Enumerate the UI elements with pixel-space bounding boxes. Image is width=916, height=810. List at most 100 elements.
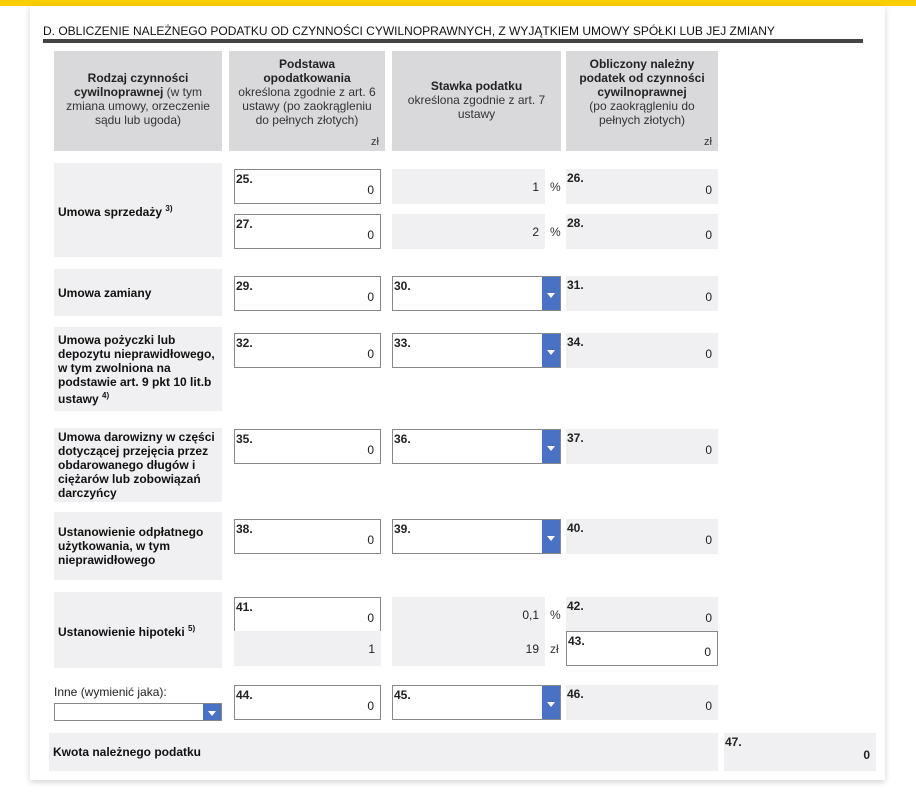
field-40: 40. 0	[566, 519, 718, 554]
field-value: 1	[532, 179, 539, 194]
field-value[interactable]: 0	[367, 698, 374, 713]
unit-text: zł	[550, 642, 559, 656]
unit-text: %	[550, 225, 561, 239]
chevron-down-icon[interactable]	[542, 686, 560, 719]
field-value: 0	[705, 532, 712, 547]
field-38[interactable]: 38. 0	[234, 519, 381, 554]
rate-select-39[interactable]: 39.	[392, 519, 561, 554]
field-value: 0,1	[522, 607, 539, 622]
header-text: określona zgodnie z art. 6 ustawy (po za…	[238, 85, 376, 127]
rate-hipoteka-fixed: 19	[392, 631, 545, 666]
field-value[interactable]: 0	[367, 289, 374, 304]
field-31: 31. 0	[566, 276, 718, 311]
field-value: 0	[705, 610, 712, 625]
other-type-select[interactable]	[54, 703, 222, 721]
header-bold: Podstawa opodatkowania	[263, 57, 351, 85]
field-46: 46. 0	[566, 685, 718, 720]
rate-1: 1	[392, 169, 545, 204]
row-label: Umowa zamiany	[54, 269, 222, 316]
header-base: Podstawa opodatkowania określona zgodnie …	[229, 51, 385, 151]
field-25[interactable]: 25. 0	[234, 169, 381, 204]
chevron-down-icon[interactable]	[542, 334, 560, 367]
row-label-text: Ustanowienie hipoteki 5)	[58, 622, 195, 639]
row-label-text: Ustanowienie odpłatnego użytkowania, w t…	[58, 525, 218, 567]
header-text: określona zgodnie z art. 7 ustawy	[407, 93, 546, 121]
field-value[interactable]: 0	[367, 532, 374, 547]
field-value[interactable]: 0	[367, 610, 374, 625]
field-value: 0	[705, 346, 712, 361]
field-number: 38.	[236, 522, 253, 536]
label-text: Ustanowienie hipoteki	[58, 624, 185, 639]
field-value[interactable]: 0	[704, 644, 711, 659]
label-text: Umowa zamiany	[58, 285, 152, 300]
field-number: 27.	[236, 217, 253, 231]
other-label-text: Inne (wymienić jaka):	[54, 685, 167, 699]
field-value: 0	[863, 747, 870, 762]
field-number: 45.	[394, 688, 411, 702]
label-text: Umowa pożyczki lub depozytu nieprawidłow…	[58, 332, 215, 406]
unit-label: zł	[550, 642, 559, 656]
field-value: 0	[705, 442, 712, 457]
field-44[interactable]: 44. 0	[234, 685, 381, 720]
field-value[interactable]: 0	[367, 346, 374, 361]
field-value[interactable]: 0	[367, 442, 374, 457]
header-bold: Obliczony należny podatek od czynności c…	[579, 57, 705, 99]
row-label: Ustanowienie odpłatnego użytkowania, w t…	[54, 512, 222, 580]
field-value[interactable]: 0	[367, 227, 374, 242]
row-label-text: Umowa zamiany	[58, 286, 151, 300]
header-text: (w tym zmiana umowy, orzeczenie sądu lub…	[66, 85, 210, 127]
field-43[interactable]: 43. 0	[566, 631, 718, 666]
field-number: 37.	[567, 431, 584, 445]
unit-label: zł	[704, 136, 712, 148]
field-37: 37. 0	[566, 429, 718, 464]
field-32[interactable]: 32. 0	[234, 333, 381, 368]
field-value: 0	[705, 289, 712, 304]
field-value: 0	[705, 182, 712, 197]
count-hipoteka: 1	[234, 631, 381, 666]
field-35[interactable]: 35. 0	[234, 429, 381, 464]
field-28: 28. 0	[566, 214, 718, 249]
unit-text: %	[550, 180, 561, 194]
footnote: 3)	[165, 203, 173, 213]
field-value[interactable]: 0	[367, 182, 374, 197]
field-29[interactable]: 29. 0	[234, 276, 381, 311]
field-number: 34.	[567, 335, 584, 349]
row-label: Umowa pożyczki lub depozytu nieprawidłow…	[54, 327, 222, 411]
rate-select-45[interactable]: 45.	[392, 685, 561, 720]
header-text: (po zaokrągleniu do pełnych złotych)	[589, 99, 695, 127]
chevron-down-icon[interactable]	[542, 430, 560, 463]
field-number: 35.	[236, 432, 253, 446]
rate-select-36[interactable]: 36.	[392, 429, 561, 464]
label-text: Umowa sprzedaży	[58, 204, 163, 219]
total-label-text: Kwota należnego podatku	[53, 745, 202, 759]
field-number: 39.	[394, 522, 411, 536]
field-value: 2	[532, 224, 539, 239]
label-text: Umowa darowizny w części dotyczącej prze…	[58, 430, 215, 500]
other-label: Inne (wymienić jaka):	[54, 685, 167, 699]
field-41[interactable]: 41. 0	[234, 597, 381, 632]
field-number: 30.	[394, 279, 411, 293]
footnote: 5)	[188, 623, 196, 633]
chevron-down-icon[interactable]	[542, 277, 560, 310]
rate-select-33[interactable]: 33.	[392, 333, 561, 368]
field-value: 0	[705, 227, 712, 242]
chevron-down-icon[interactable]	[203, 704, 221, 720]
field-number: 46.	[567, 687, 584, 701]
row-label-text: Umowa pożyczki lub depozytu nieprawidłow…	[58, 333, 218, 406]
field-number: 28.	[567, 216, 584, 230]
unit-label: zł	[371, 136, 379, 148]
unit-text: %	[550, 608, 561, 622]
field-27[interactable]: 27. 0	[234, 214, 381, 249]
field-number: 33.	[394, 336, 411, 350]
chevron-down-icon[interactable]	[542, 520, 560, 553]
unit-label: %	[550, 225, 561, 239]
row-label-text: Umowa darowizny w części dotyczącej prze…	[58, 430, 218, 500]
field-number: 32.	[236, 336, 253, 350]
footnote: 4)	[102, 390, 110, 400]
field-34: 34. 0	[566, 333, 718, 368]
field-42: 42. 0	[566, 597, 718, 632]
field-number: 36.	[394, 432, 411, 446]
rate-select-30[interactable]: 30.	[392, 276, 561, 311]
total-label: Kwota należnego podatku	[49, 733, 718, 771]
rate-hipoteka: 0,1	[392, 597, 545, 632]
